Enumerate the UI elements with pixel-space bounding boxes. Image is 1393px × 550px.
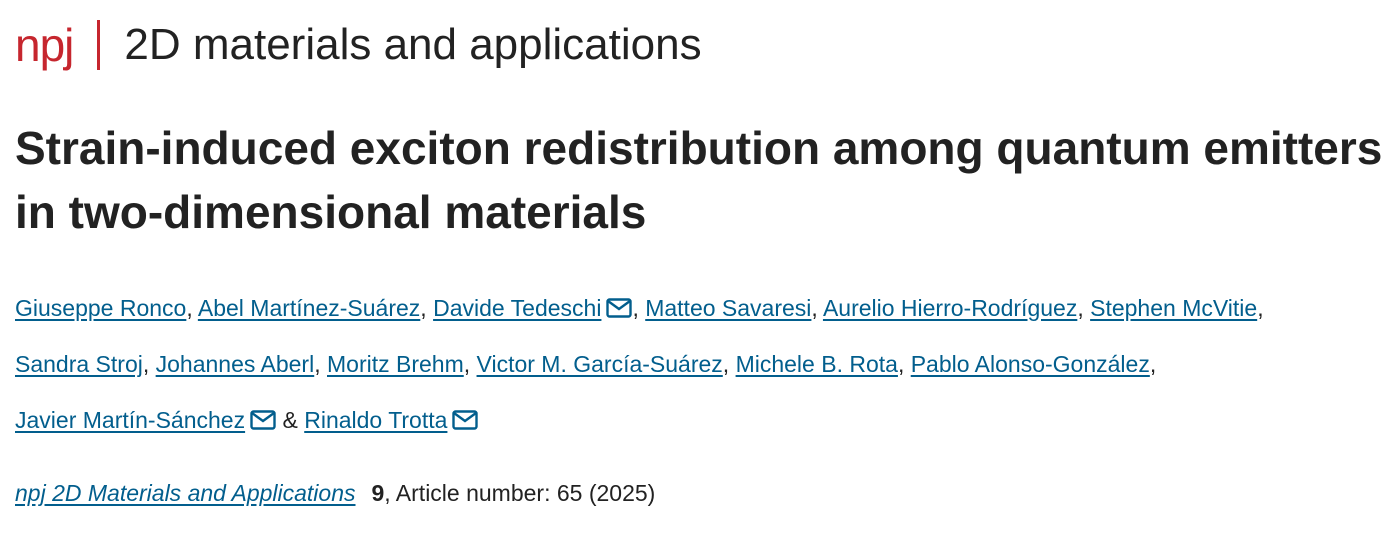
author-link[interactable]: Sandra Stroj xyxy=(15,351,143,377)
author-separator: , xyxy=(463,351,471,377)
envelope-flap xyxy=(453,412,478,423)
author-link[interactable]: Giuseppe Ronco xyxy=(15,295,187,321)
author: Davide Tedeschi, xyxy=(433,295,639,321)
author-separator: , xyxy=(1257,295,1264,321)
author: Victor M. García-Suárez, xyxy=(477,351,730,377)
email-icon[interactable] xyxy=(452,410,479,430)
author: Matteo Savaresi, xyxy=(645,295,818,321)
author-link[interactable]: Johannes Aberl xyxy=(155,351,315,377)
journal-name[interactable]: 2D materials and applications xyxy=(124,20,702,69)
author-separator: , xyxy=(722,351,730,377)
brand[interactable]: npj xyxy=(15,19,74,71)
author-link[interactable]: Pablo Alonso-González xyxy=(910,351,1150,377)
author: Abel Martínez-Suárez, xyxy=(198,295,427,321)
envelope-flap xyxy=(607,300,632,311)
author: Michele B. Rota, xyxy=(736,351,905,377)
author-link[interactable]: Abel Martínez-Suárez xyxy=(197,295,421,321)
author-separator: , xyxy=(420,295,427,321)
envelope-flap xyxy=(251,412,275,423)
author-separator: , xyxy=(186,295,193,321)
author: Giuseppe Ronco, xyxy=(15,295,193,321)
envelope-body xyxy=(606,298,633,318)
envelope-body xyxy=(250,410,276,430)
author: Rinaldo Trotta xyxy=(304,407,479,433)
author: Aurelio Hierro-Rodríguez, xyxy=(823,295,1084,321)
author-link[interactable]: Michele B. Rota xyxy=(735,351,898,377)
author-separator: , xyxy=(1149,351,1157,377)
journal-link[interactable]: npj 2D Materials and Applications xyxy=(15,480,356,506)
envelope-body xyxy=(452,410,479,430)
author-separator: , xyxy=(1077,295,1084,321)
author-separator: , xyxy=(632,295,639,321)
author: Johannes Aberl, xyxy=(156,351,321,377)
citation: npj 2D Materials and Applications 9, Arti… xyxy=(15,476,655,510)
author: Sandra Stroj, xyxy=(15,351,149,377)
author-separator: , xyxy=(897,351,905,377)
author: Javier Martín-Sánchez xyxy=(15,407,276,433)
author: Stephen McVitie, xyxy=(1090,295,1263,321)
email-icon[interactable] xyxy=(606,298,633,318)
author-link[interactable]: Moritz Brehm xyxy=(327,351,464,377)
author-link[interactable]: Davide Tedeschi xyxy=(433,295,602,321)
volume: 9 xyxy=(371,480,385,506)
author-separator: , xyxy=(811,295,818,321)
author-link[interactable]: Rinaldo Trotta xyxy=(304,407,448,433)
author-separator: , xyxy=(314,351,321,377)
author: Moritz Brehm, xyxy=(327,351,470,377)
article-title: Strain-induced exciton redistribution am… xyxy=(15,122,1383,238)
author-list: Giuseppe Ronco, Abel Martínez-Suárez, Da… xyxy=(15,280,1315,448)
author-separator: , xyxy=(142,351,150,377)
author-conjunction: & xyxy=(282,407,298,433)
email-icon[interactable] xyxy=(250,410,276,430)
author-link[interactable]: Matteo Savaresi xyxy=(645,295,812,321)
author-link[interactable]: Stephen McVitie xyxy=(1090,295,1258,321)
author: Pablo Alonso-González, xyxy=(911,351,1157,377)
brand-divider xyxy=(97,20,101,70)
article-details: , Article number: 65 (2025) xyxy=(384,480,656,506)
author-link[interactable]: Aurelio Hierro-Rodríguez xyxy=(822,295,1078,321)
author-link[interactable]: Victor M. García-Suárez xyxy=(476,351,723,377)
author-link[interactable]: Javier Martín-Sánchez xyxy=(15,407,246,433)
site-header: npj 2D materials and applications xyxy=(15,12,702,78)
